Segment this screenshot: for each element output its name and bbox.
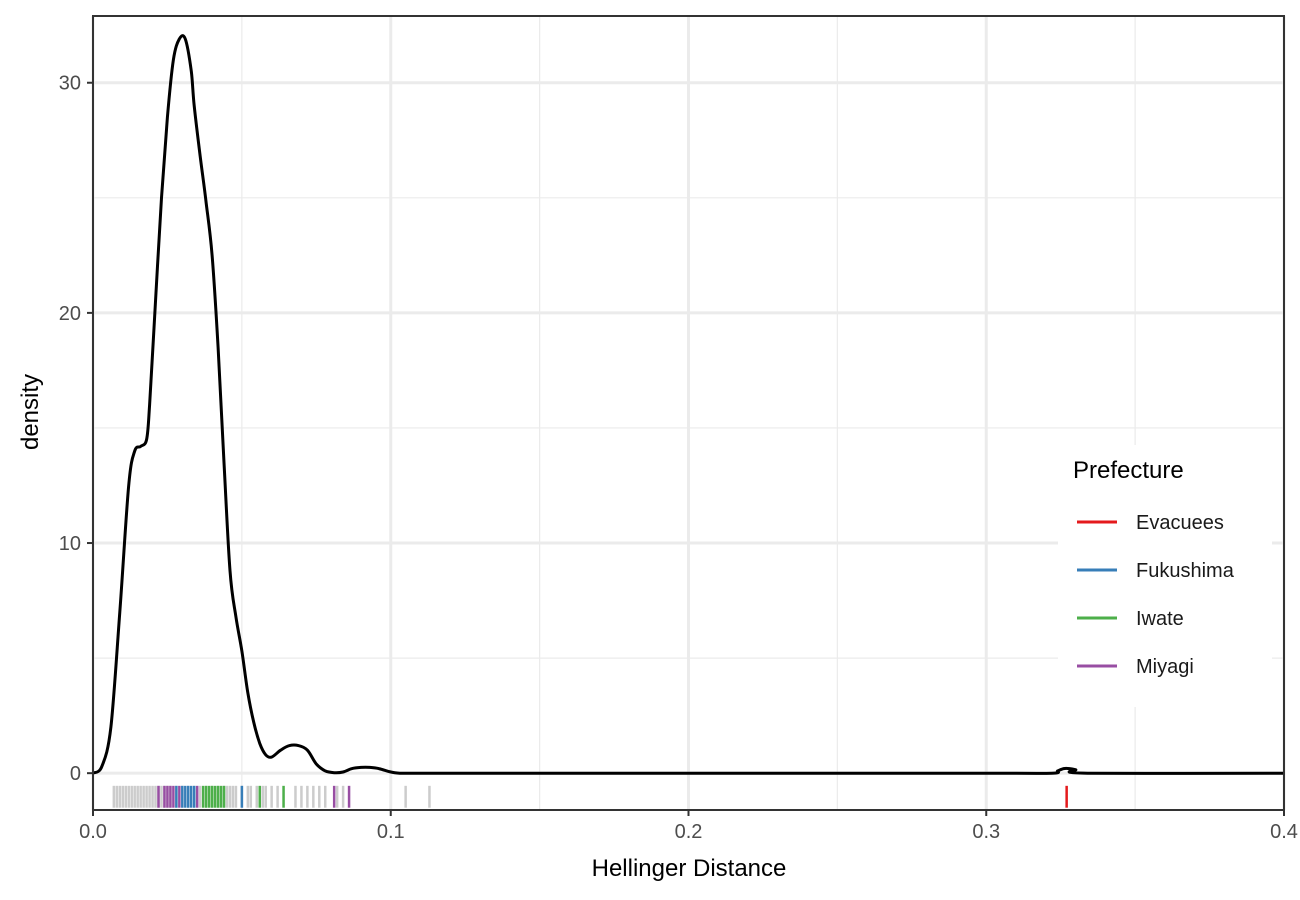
y-axis-title: density [17, 374, 44, 450]
legend-label-evacuees: Evacuees [1136, 512, 1224, 534]
x-axis-title: Hellinger Distance [592, 855, 787, 882]
x-tick-label: 0.2 [675, 821, 703, 843]
legend-label-iwate: Iwate [1136, 608, 1184, 630]
x-tick-label: 0.4 [1270, 821, 1298, 843]
axes: 0.0 0.1 0.2 0.3 0.4 0 10 20 30 [59, 73, 1298, 843]
x-tick-label: 0.1 [377, 821, 405, 843]
legend-title: Prefecture [1073, 457, 1184, 484]
y-tick-label: 0 [70, 763, 81, 785]
y-tick-label: 30 [59, 73, 81, 95]
legend-label-miyagi: Miyagi [1136, 656, 1194, 678]
x-tick-label: 0.3 [972, 821, 1000, 843]
rug-marks [112, 785, 1068, 808]
y-tick-label: 10 [59, 533, 81, 555]
legend-background [1058, 445, 1272, 707]
y-tick-label: 20 [59, 303, 81, 325]
density-curve [92, 34, 1285, 775]
legend: Prefecture Evacuees Fukushima Iwate Miyagi [1058, 445, 1272, 707]
legend-label-fukushima: Fukushima [1136, 560, 1235, 582]
x-tick-label: 0.0 [79, 821, 107, 843]
